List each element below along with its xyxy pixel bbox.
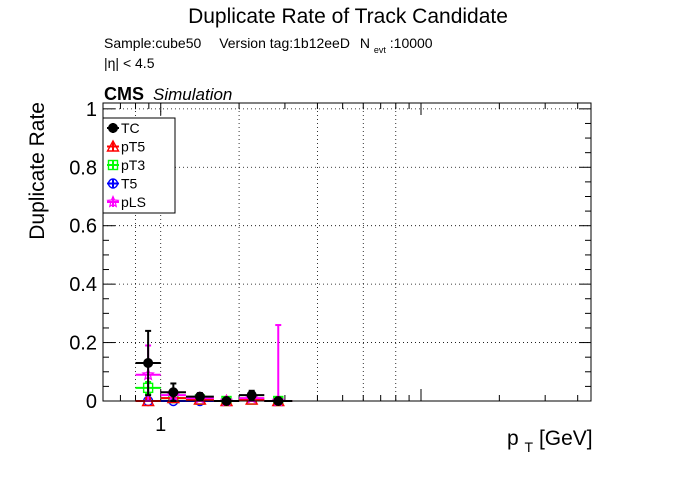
y-tick-label: 0.6 — [69, 216, 97, 238]
y-tick-label: 0 — [86, 391, 97, 413]
data-point — [194, 391, 205, 402]
legend-label: T5 — [121, 176, 138, 192]
experiment-label: CMS Simulation — [104, 84, 232, 104]
eta-cut-label: |η| < 4.5 — [104, 55, 155, 71]
data-point — [143, 358, 154, 369]
data-point — [168, 387, 179, 398]
x-axis-label-subscript: T — [525, 439, 534, 455]
legend-entry-pls: pLS — [106, 194, 146, 210]
legend-marker — [108, 123, 118, 133]
nevt-subscript: evt — [374, 45, 387, 55]
legend: TC pT5 pT3 T5 pLS — [102, 117, 176, 214]
x-axis-label-symbol: p — [507, 427, 519, 450]
legend-label: pT3 — [121, 157, 145, 173]
y-tick-label: 0.8 — [69, 157, 97, 179]
legend-marker — [107, 178, 119, 189]
legend-marker — [107, 159, 119, 171]
plot-frame — [102, 102, 592, 402]
x-axis-label-unit: [GeV] — [539, 427, 593, 450]
legend-marker — [106, 139, 120, 152]
y-tick-label: 0.4 — [69, 274, 97, 296]
chart-title: Duplicate Rate of Track Candidate — [188, 5, 508, 28]
nevt-symbol: N — [360, 35, 370, 51]
data-point — [246, 390, 257, 401]
sample-label: Sample:cube50 — [104, 35, 202, 51]
legend-entry-pt3: pT3 — [107, 157, 145, 173]
axis-ticks: 0 0.2 0.4 0.6 0.8 1 1 — [69, 99, 591, 436]
chart-subtitle: Sample:cube50 Version tag:1b12eeD N evt … — [104, 35, 433, 56]
legend-entry-t5: T5 — [107, 176, 138, 192]
data-series — [135, 324, 293, 407]
legend-label: pT5 — [121, 139, 145, 155]
y-axis-label: Duplicate Rate — [26, 102, 49, 240]
legend-label: pLS — [121, 194, 146, 210]
legend-entry-pt5: pT5 — [106, 139, 145, 155]
x-axis-label: p T [GeV] — [507, 427, 593, 457]
series-pls — [135, 324, 293, 407]
legend-marker — [106, 194, 120, 208]
legend-entry-tc: TC — [107, 120, 140, 136]
cms-label: CMS — [104, 84, 144, 104]
nevt-value: :10000 — [390, 35, 433, 51]
version-label: Version tag:1b12eeD — [219, 35, 350, 51]
grid-lines — [103, 103, 591, 402]
y-tick-label: 0.2 — [69, 333, 97, 355]
series-tc — [135, 329, 293, 406]
simulation-label: Simulation — [153, 85, 232, 104]
x-tick-label: 1 — [155, 414, 166, 436]
legend-label: TC — [121, 120, 140, 136]
y-tick-label: 1 — [86, 99, 97, 121]
